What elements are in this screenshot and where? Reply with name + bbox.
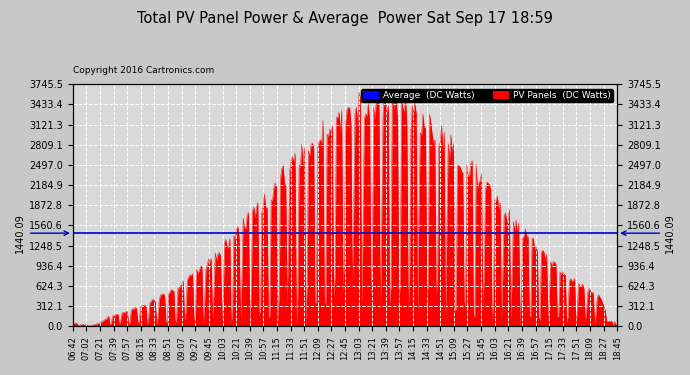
Text: 1440.09: 1440.09: [622, 213, 675, 253]
Text: 1440.09: 1440.09: [15, 213, 68, 253]
Text: Copyright 2016 Cartronics.com: Copyright 2016 Cartronics.com: [72, 66, 214, 75]
Legend: Average  (DC Watts), PV Panels  (DC Watts): Average (DC Watts), PV Panels (DC Watts): [361, 89, 613, 102]
Text: Total PV Panel Power & Average  Power Sat Sep 17 18:59: Total PV Panel Power & Average Power Sat…: [137, 11, 553, 26]
